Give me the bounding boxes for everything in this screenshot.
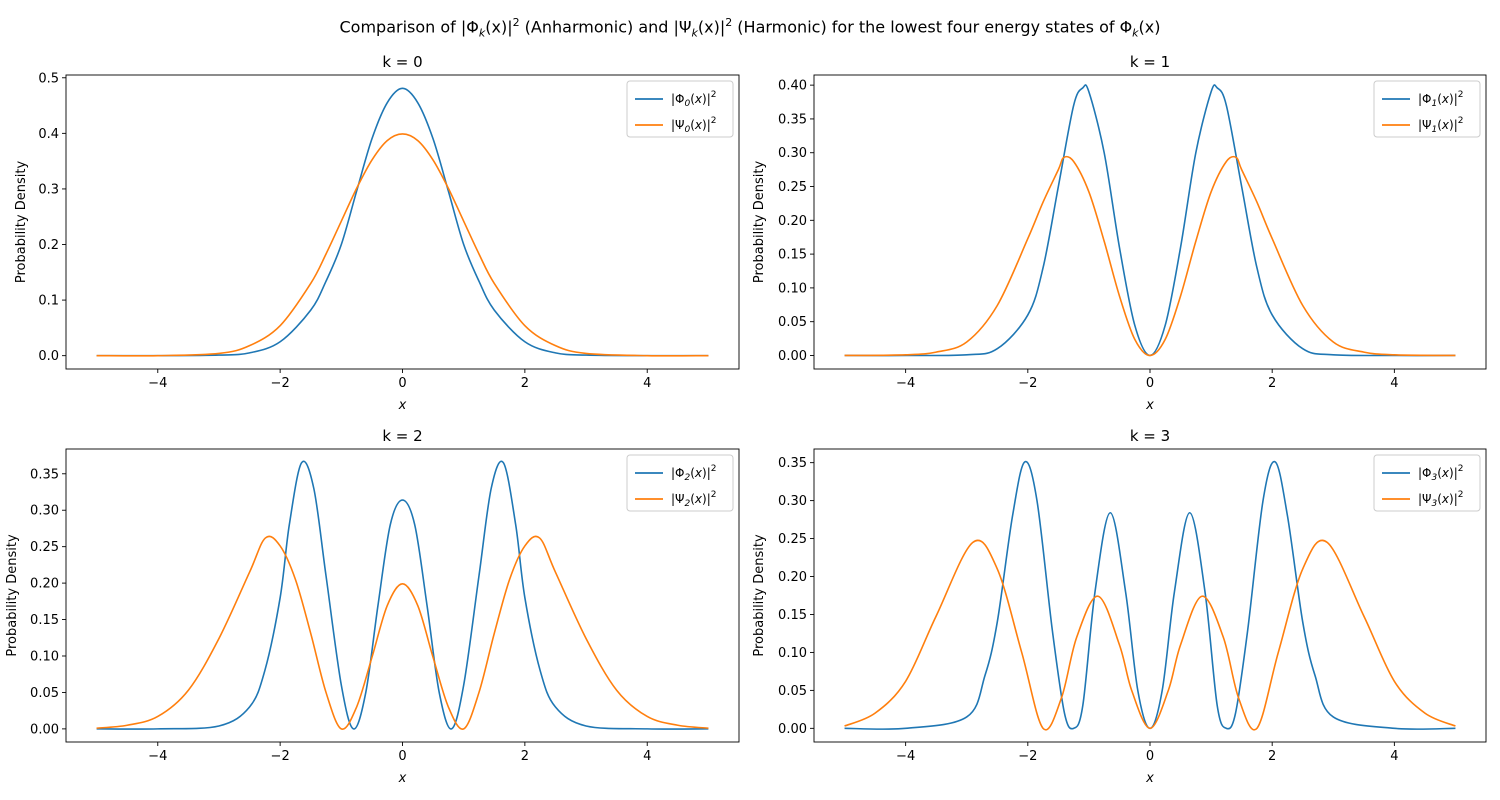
x-tick-label: 2	[1268, 749, 1276, 764]
legend: |Φ3(x)|2 |Ψ3(x)|2	[1373, 454, 1481, 512]
x-tick-label: −4	[896, 376, 915, 391]
subplot-title: k = 2	[382, 427, 422, 445]
y-tick-label: 0.30	[30, 504, 59, 519]
y-tick-label: 0.10	[778, 281, 807, 296]
legend-label-harmonic: |Ψ1(x)|2	[1418, 116, 1464, 135]
legend-box	[626, 454, 734, 512]
y-tick-label: 0.40	[778, 79, 807, 94]
legend-box	[1373, 80, 1481, 138]
subplot-k3: −4 −2 0 2 4 0.00 0.05 0.10 0.15 0.20 0.25 0.30 0.35 k…	[752, 427, 1487, 786]
x-tick-label: 4	[643, 376, 651, 391]
anharmonic-line-k1	[844, 84, 1456, 357]
x-tick-label: 2	[1268, 376, 1276, 391]
harmonic-line-k0	[96, 133, 709, 357]
y-tick-label: 0.10	[778, 646, 807, 661]
y-tick-label: 0.25	[778, 180, 807, 195]
y-tick-label: 0.3	[38, 182, 59, 197]
y-tick-label: 0.35	[778, 112, 807, 127]
x-tick-label: 0	[1146, 749, 1154, 764]
harmonic-line-k1	[844, 155, 1456, 357]
y-tick-label: 0.20	[778, 214, 807, 229]
harmonic-line-k3	[844, 539, 1456, 731]
x-tick-label: −2	[271, 376, 290, 391]
x-tick-label: 2	[521, 749, 529, 764]
subplot-k2: −4 −2 0 2 4 0.00 0.05 0.10 0.15 0.20 0.25 0.30 0.35 k…	[5, 427, 740, 786]
subplot-k1: −4 −2 0 2 4 0.00 0.05 0.10 0.15 0.20 0.25 0.30 0.35 0…	[752, 53, 1487, 413]
y-axis-label: Probability Density	[5, 534, 20, 657]
x-axis-label: x	[1145, 398, 1154, 413]
x-tick-label: −2	[1018, 749, 1037, 764]
y-tick-label: 0.0	[38, 349, 59, 364]
legend: |Φ1(x)|2 |Ψ1(x)|2	[1373, 80, 1481, 138]
y-tick-label: 0.00	[30, 722, 59, 737]
x-tick-label: 4	[643, 749, 651, 764]
y-tick-label: 0.30	[778, 494, 807, 509]
y-axis-label: Probability Density	[752, 534, 767, 657]
x-tick-label: −4	[896, 749, 915, 764]
y-tick-label: 0.05	[778, 684, 807, 699]
anharmonic-line-k2	[96, 460, 709, 730]
legend-label-anharmonic: |Φ0(x)|2	[671, 90, 717, 109]
x-tick-label: 4	[1390, 749, 1398, 764]
x-axis-label: x	[1145, 771, 1154, 786]
legend: |Φ2(x)|2 |Ψ2(x)|2	[626, 454, 734, 512]
x-tick-label: 4	[1390, 376, 1398, 391]
legend-label-anharmonic: |Φ2(x)|2	[671, 464, 717, 483]
anharmonic-line-k3	[844, 460, 1456, 730]
y-tick-label: 0.05	[778, 315, 807, 330]
legend-label-harmonic: |Ψ0(x)|2	[671, 116, 717, 135]
y-tick-label: 0.2	[38, 238, 59, 253]
y-tick-label: 0.35	[30, 467, 59, 482]
y-tick-label: 0.1	[38, 294, 59, 309]
y-tick-label: 0.25	[30, 540, 59, 555]
y-tick-label: 0.15	[30, 613, 59, 628]
y-tick-label: 0.4	[38, 127, 59, 142]
y-tick-label: 0.20	[778, 570, 807, 585]
x-tick-label: 0	[398, 376, 406, 391]
legend-box	[626, 80, 734, 138]
legend-label-anharmonic: |Φ3(x)|2	[1418, 464, 1464, 483]
subplot-title: k = 1	[1130, 53, 1170, 71]
x-tick-label: 0	[398, 749, 406, 764]
legend-label-harmonic: |Ψ2(x)|2	[671, 490, 717, 509]
x-axis-label: x	[398, 398, 407, 413]
y-axis-label: Probability Density	[752, 161, 767, 284]
y-tick-label: 0.5	[38, 71, 59, 86]
legend-label-harmonic: |Ψ3(x)|2	[1418, 490, 1464, 509]
subplot-k0: −4 −2 0 2 4 0.0 0.1 0.2 0.3 0.4 0.5 k = 0 x Probabili…	[14, 53, 740, 413]
y-tick-label: 0.05	[30, 686, 59, 701]
x-tick-label: 2	[521, 376, 529, 391]
legend: |Φ0(x)|2 |Ψ0(x)|2	[626, 80, 734, 138]
legend-label-anharmonic: |Φ1(x)|2	[1418, 90, 1464, 109]
y-tick-label: 0.15	[778, 608, 807, 623]
x-tick-label: −4	[148, 376, 167, 391]
y-tick-label: 0.35	[778, 456, 807, 471]
subplot-title: k = 3	[1130, 427, 1170, 445]
y-axis-label: Probability Density	[14, 161, 29, 284]
y-tick-label: 0.25	[778, 532, 807, 547]
y-tick-label: 0.00	[778, 349, 807, 364]
legend-box	[1373, 454, 1481, 512]
x-tick-label: 0	[1146, 376, 1154, 391]
y-tick-label: 0.00	[778, 722, 807, 737]
x-axis-label: x	[398, 771, 407, 786]
harmonic-line-k2	[96, 535, 709, 730]
figure-title: Comparison of |Φk(x)|2 (Anharmonic) and …	[339, 16, 1161, 40]
anharmonic-line-k0	[96, 87, 709, 357]
y-tick-label: 0.20	[30, 577, 59, 592]
x-tick-label: −4	[148, 749, 167, 764]
subplot-title: k = 0	[382, 53, 422, 71]
x-tick-label: −2	[1018, 376, 1037, 391]
y-tick-label: 0.10	[30, 649, 59, 664]
x-tick-label: −2	[271, 749, 290, 764]
y-tick-label: 0.30	[778, 146, 807, 161]
y-tick-label: 0.15	[778, 248, 807, 263]
